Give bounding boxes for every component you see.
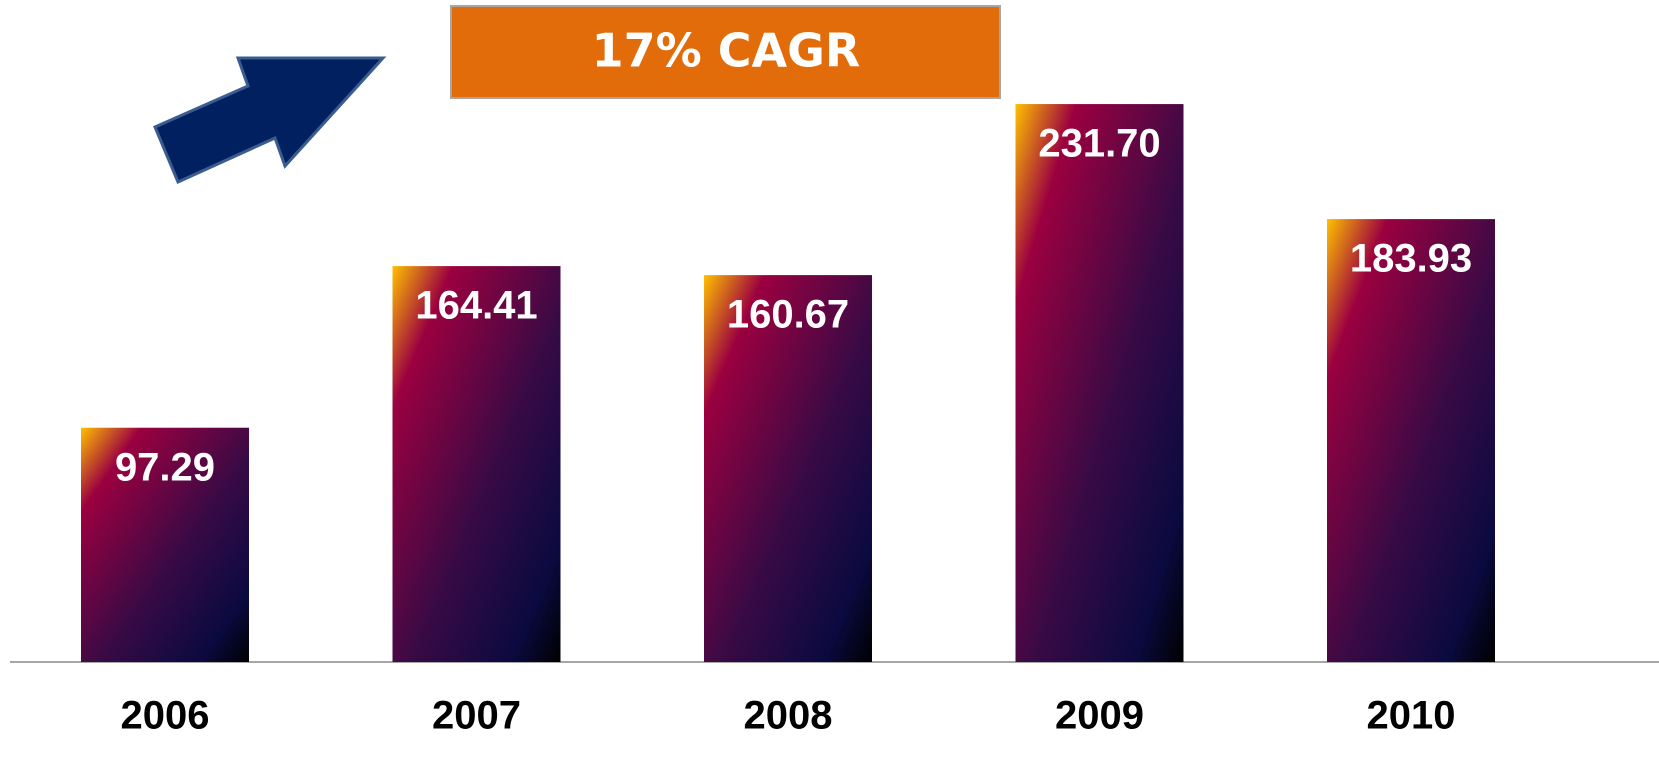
annotation-box	[450, 5, 1001, 99]
bar	[1327, 219, 1495, 662]
x-tick-label: 2006	[121, 694, 210, 738]
trend-arrow	[153, 56, 387, 185]
annotation: 17% CAGR	[592, 24, 861, 78]
x-tick-label: 2009	[1055, 694, 1144, 738]
x-tick-label: 2010	[1367, 694, 1456, 738]
bar	[704, 275, 872, 662]
bar	[81, 427, 249, 662]
value-label: 164.41	[415, 284, 537, 328]
value-label: 183.93	[1350, 237, 1472, 281]
bar	[392, 266, 561, 662]
value-label: 231.70	[1038, 122, 1160, 166]
bar	[1015, 104, 1184, 662]
x-tick-label: 2008	[744, 694, 833, 738]
value-label: 160.67	[727, 293, 849, 337]
x-tick-label: 2007	[432, 694, 521, 738]
value-label: 97.29	[115, 445, 215, 489]
